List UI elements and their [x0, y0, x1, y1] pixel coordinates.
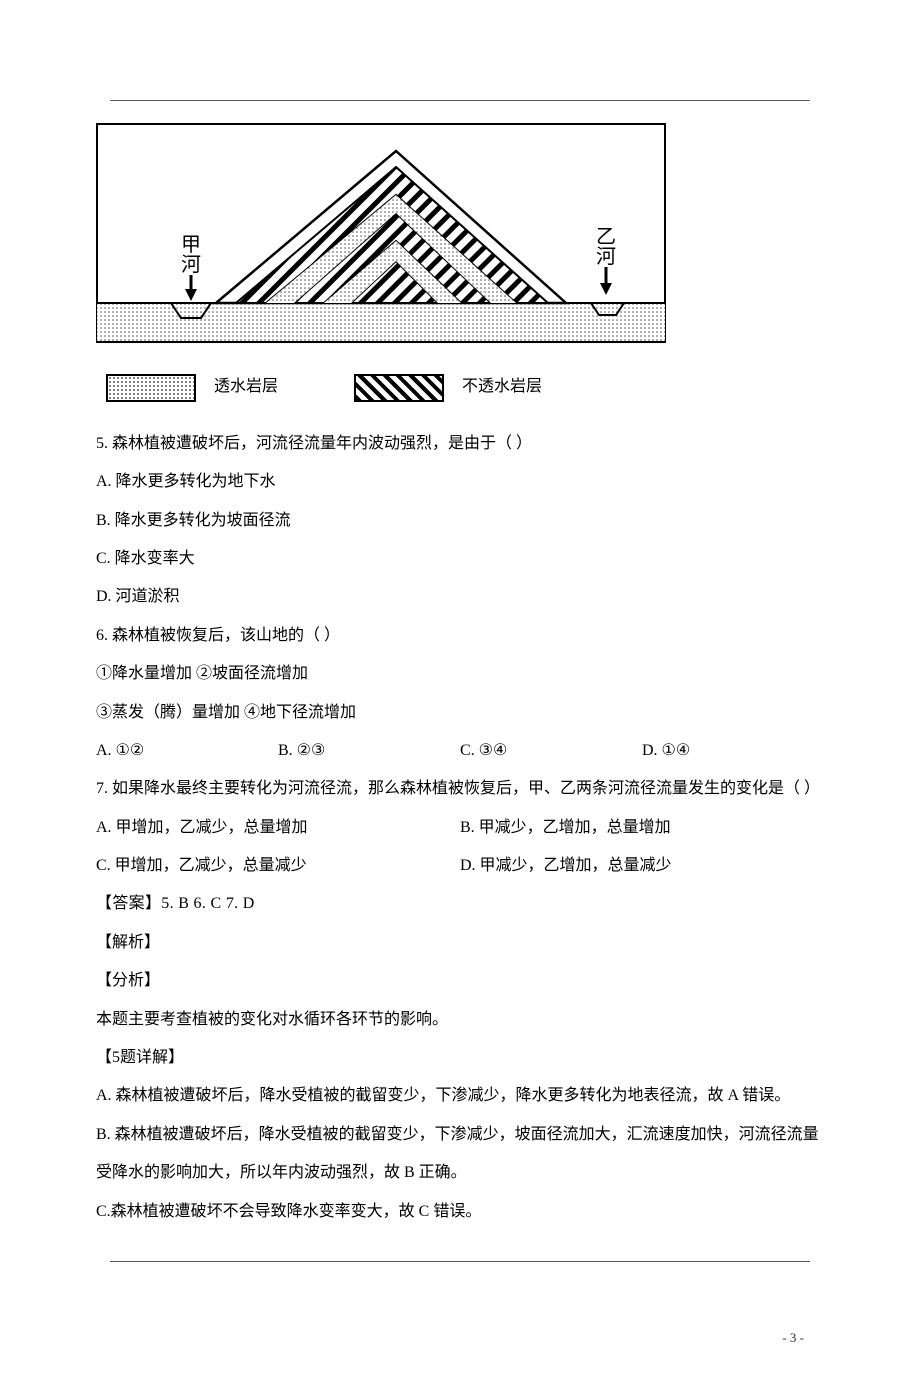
svg-text:河: 河	[596, 245, 616, 268]
q7-opt-b: B. 甲减少，乙增加，总量增加	[460, 809, 824, 847]
legend-label-permeable: 透水岩层	[214, 368, 278, 406]
legend-swatch-permeable	[106, 374, 196, 402]
q6-opt-b: B. ②③	[278, 732, 460, 770]
q5-detail-a: A. 森林植被遭破坏后，降水受植被的截留变少，下渗减少，降水更多转化为地表径流，…	[96, 1077, 824, 1115]
bottom-divider	[110, 1261, 810, 1262]
q6-opt-d: D. ①④	[642, 732, 824, 770]
q6-stem: 6. 森林植被恢复后，该山地的（ ）	[96, 617, 824, 655]
analysis-header: 【解析】	[96, 924, 824, 962]
q6-circled-1: ①降水量增加 ②坡面径流增加	[96, 655, 824, 693]
label-river-right: 乙	[596, 226, 616, 248]
q6-opt-c: C. ③④	[460, 732, 642, 770]
page-number: - 3 -	[96, 1322, 824, 1353]
q6-circled-2: ③蒸发（腾）量增加 ④地下径流增加	[96, 694, 824, 732]
q7-opt-a: A. 甲增加，乙减少，总量增加	[96, 809, 460, 847]
top-divider	[110, 100, 810, 101]
q5-opt-a: A. 降水更多转化为地下水	[96, 463, 824, 501]
q7-stem: 7. 如果降水最终主要转化为河流径流，那么森林植被恢复后，甲、乙两条河流径流量发…	[96, 770, 824, 808]
q5-detail-header: 【5题详解】	[96, 1039, 824, 1077]
q5-opt-d: D. 河道淤积	[96, 578, 824, 616]
cross-section-diagram: 甲 河 乙 河	[96, 123, 666, 358]
fenxi-header: 【分析】	[96, 962, 824, 1000]
legend-swatch-impermeable	[354, 374, 444, 402]
q5-opt-c: C. 降水变率大	[96, 540, 824, 578]
q5-detail-b: B. 森林植被遭破坏后，降水受植被的截留变少，下渗减少，坡面径流加大，汇流速度加…	[96, 1116, 824, 1193]
answer-line: 【答案】5. B 6. C 7. D	[96, 885, 824, 923]
q7-opt-d: D. 甲减少，乙增加，总量减少	[460, 847, 824, 885]
q6-opt-a: A. ①②	[96, 732, 278, 770]
q5-detail-c: C.森林植被遭破坏不会导致降水变率变大，故 C 错误。	[96, 1193, 824, 1231]
fenxi-body: 本题主要考查植被的变化对水循环各环节的影响。	[96, 1001, 824, 1039]
legend-label-impermeable: 不透水岩层	[462, 368, 542, 406]
q5-opt-b: B. 降水更多转化为坡面径流	[96, 502, 824, 540]
svg-text:河: 河	[181, 253, 201, 276]
figure-legend: 透水岩层 不透水岩层	[106, 368, 824, 406]
label-river-left: 甲	[181, 234, 201, 256]
q5-stem: 5. 森林植被遭破坏后，河流径流量年内波动强烈，是由于（ ）	[96, 425, 824, 463]
q7-opt-c: C. 甲增加，乙减少，总量减少	[96, 847, 460, 885]
